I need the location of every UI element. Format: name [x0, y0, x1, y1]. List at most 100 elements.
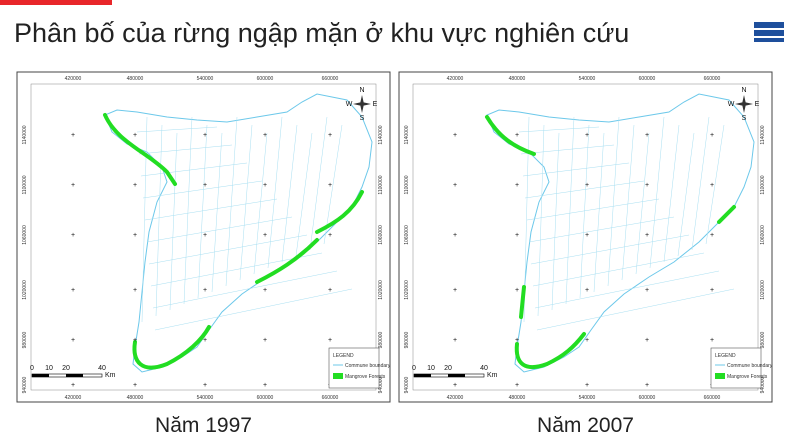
grid-cross: +: [515, 382, 519, 389]
grid-cross: +: [515, 132, 519, 139]
grid-cross: +: [328, 132, 332, 139]
logo: [752, 20, 786, 46]
scale-label: 20: [444, 365, 452, 372]
grid-cross: +: [645, 182, 649, 189]
commune-boundary: [649, 116, 665, 269]
y-coordinate-label: 940000: [404, 376, 410, 393]
x-coordinate-label: 540000: [579, 395, 596, 401]
y-coordinate-label: 1100000: [22, 175, 28, 194]
y-coordinate-label: 1140000: [404, 125, 410, 144]
y-coordinate-label: 1020000: [22, 280, 28, 300]
x-coordinate-label: 540000: [197, 76, 214, 82]
legend-title: LEGEND: [333, 353, 354, 359]
mangrove-forest: [485, 115, 536, 156]
legend-item: Commune boundary: [345, 363, 391, 369]
x-coordinate-label: 420000: [65, 76, 82, 82]
grid-cross: +: [710, 287, 714, 294]
commune-boundary: [136, 126, 218, 133]
commune-boundary: [141, 116, 148, 323]
y-coordinate-label: 940000: [378, 376, 384, 393]
y-coordinate-label: 1140000: [378, 125, 384, 144]
grid-cross: +: [515, 232, 519, 239]
compass-letter: N: [359, 87, 364, 94]
y-coordinate-label: 1020000: [404, 280, 410, 300]
commune-boundary: [142, 180, 263, 199]
map-panel: 420000 420000 + + + + + +480000 480000 + + + + + +5400…: [398, 71, 773, 403]
grid-cross: +: [71, 232, 75, 239]
x-coordinate-label: 660000: [704, 76, 721, 82]
x-coordinate-label: 480000: [509, 76, 526, 82]
commune-boundary: [267, 116, 283, 269]
grid-cross: +: [453, 382, 457, 389]
grid-cross: +: [453, 232, 457, 239]
legend-swatch: [715, 373, 725, 379]
grid-cross: +: [645, 337, 649, 344]
grid-cross: +: [133, 132, 137, 139]
commune-boundary: [621, 124, 635, 281]
y-coordinate-label: 1100000: [760, 175, 766, 194]
mangrove-forest: [717, 205, 736, 224]
grid-cross: +: [645, 382, 649, 389]
grid-cross: +: [203, 132, 207, 139]
y-coordinate-label: 1100000: [404, 175, 410, 194]
commune-boundary: [155, 124, 163, 317]
x-coordinate-label: 660000: [322, 76, 339, 82]
grid-cross: +: [645, 287, 649, 294]
x-coordinate-label: 600000: [257, 76, 274, 82]
x-coordinate-label: 600000: [639, 76, 656, 82]
commune-boundary: [565, 116, 575, 305]
commune-boundary: [138, 144, 233, 155]
y-coordinate-label: 940000: [760, 376, 766, 393]
grid-cross: +: [710, 132, 714, 139]
map-panel: 420000 420000 + + + + + +480000 480000 + + + + + +5400…: [16, 71, 391, 403]
x-coordinate-label: 480000: [127, 76, 144, 82]
grid-cross: +: [453, 337, 457, 344]
commune-boundary: [169, 132, 178, 311]
grid-cross: +: [710, 182, 714, 189]
scale-label: 20: [62, 365, 70, 372]
commune-boundary: [579, 124, 590, 299]
grid-cross: +: [133, 182, 137, 189]
commune-boundary: [524, 180, 645, 199]
grid-cross: +: [515, 182, 519, 189]
commune-boundary: [635, 132, 650, 275]
grid-cross: +: [71, 182, 75, 189]
scale-label: 40: [98, 365, 106, 372]
grid-cross: +: [585, 232, 589, 239]
grid-cross: +: [203, 232, 207, 239]
x-coordinate-label: 480000: [127, 395, 144, 401]
legend-box: [710, 347, 762, 389]
commune-boundary: [144, 198, 278, 221]
y-coordinate-label: 980000: [760, 331, 766, 348]
y-coordinate-label: 1060000: [22, 225, 28, 245]
grid-cross: +: [133, 232, 137, 239]
scale-label: 10: [45, 365, 53, 372]
commune-boundary: [593, 132, 605, 293]
compass-letter: E: [755, 101, 760, 108]
grid-cross: +: [263, 382, 267, 389]
y-coordinate-label: 1100000: [378, 175, 384, 194]
commune-boundary: [520, 144, 615, 155]
y-coordinate-label: 980000: [378, 331, 384, 348]
grid-cross: +: [515, 337, 519, 344]
grid-cross: +: [515, 287, 519, 294]
commune-boundary: [528, 216, 675, 243]
commune-boundary: [691, 116, 710, 251]
grid-cross: +: [645, 232, 649, 239]
x-coordinate-label: 660000: [322, 395, 339, 401]
y-coordinate-label: 1020000: [760, 280, 766, 300]
commune-boundary: [211, 132, 223, 293]
slide-title: Phân bố của rừng ngập mặn ở khu vực nghi…: [14, 18, 629, 48]
grid-cross: +: [710, 337, 714, 344]
commune-boundary: [225, 116, 238, 287]
y-coordinate-label: 980000: [22, 331, 28, 348]
x-coordinate-label: 420000: [447, 76, 464, 82]
commune-boundary: [197, 124, 208, 299]
legend-item: Mangrove Forests: [727, 374, 768, 380]
y-coordinate-label: 1060000: [378, 225, 384, 245]
delta-land: [104, 93, 373, 373]
y-coordinate-label: 980000: [404, 331, 410, 348]
commune-boundary: [532, 252, 705, 287]
commune-boundary: [152, 270, 338, 309]
